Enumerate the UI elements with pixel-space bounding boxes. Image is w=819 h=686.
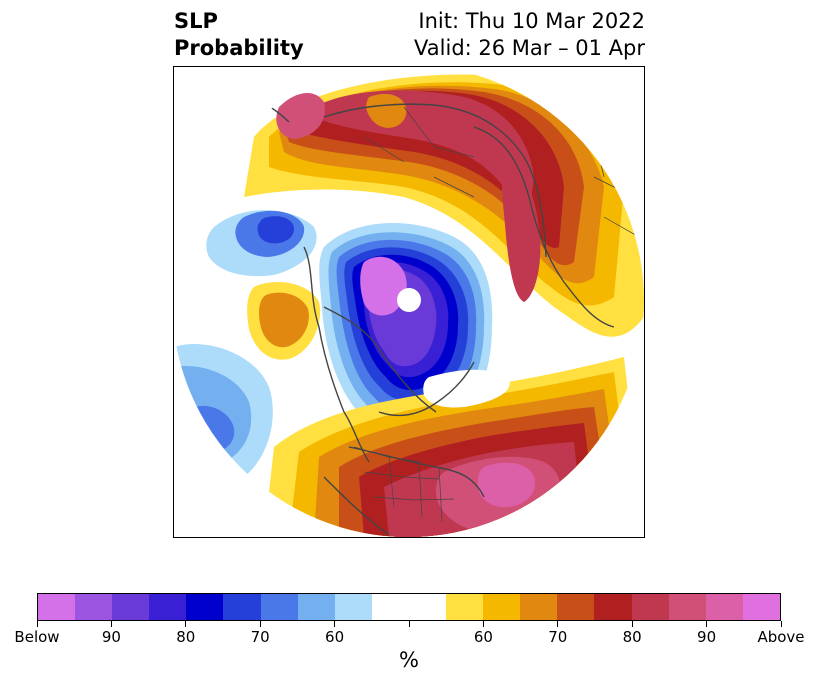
map-canvas	[174, 67, 644, 537]
colorbar-swatch	[483, 594, 521, 620]
colorbar-tick	[482, 621, 484, 627]
colorbar-tick	[36, 621, 38, 627]
colorbar-tick-label: Below	[14, 628, 60, 646]
colorbar	[37, 593, 781, 621]
colorbar-tick-label: 60	[473, 628, 493, 646]
colorbar-swatch	[260, 594, 298, 620]
colorbar-swatch	[742, 594, 780, 620]
colorbar-swatch	[334, 594, 372, 620]
title-metric: Probability	[174, 36, 304, 60]
colorbar-tick	[408, 621, 410, 627]
colorbar-tick-label: 70	[250, 628, 270, 646]
date-block: Init: Thu 10 Mar 2022 Valid: 26 Mar – 01…	[414, 8, 645, 62]
colorbar-tick	[185, 621, 187, 627]
colorbar-tick	[557, 621, 559, 627]
probability-field	[174, 67, 644, 537]
colorbar-tick	[780, 621, 782, 627]
colorbar-swatch	[223, 594, 261, 620]
colorbar-tick	[334, 621, 336, 627]
colorbar-tick	[259, 621, 261, 627]
probability-map	[173, 66, 645, 538]
colorbar-tick-label: 80	[622, 628, 642, 646]
colorbar-tick-label: Above	[757, 628, 805, 646]
colorbar-swatch	[520, 594, 558, 620]
title-variable: SLP	[174, 9, 218, 33]
colorbar-swatch	[594, 594, 632, 620]
colorbar-swatch	[186, 594, 224, 620]
colorbar-swatch	[75, 594, 113, 620]
colorbar-tick-label: 60	[325, 628, 345, 646]
colorbar-tick	[706, 621, 708, 627]
colorbar-swatch	[557, 594, 595, 620]
colorbar-swatch	[297, 594, 335, 620]
colorbar-swatch	[371, 594, 409, 620]
colorbar-unit: %	[399, 648, 419, 672]
colorbar-swatch	[149, 594, 187, 620]
colorbar-tick-label: 90	[697, 628, 717, 646]
colorbar-swatch	[705, 594, 743, 620]
title-block: SLP Probability	[174, 8, 304, 62]
colorbar-swatch	[408, 594, 447, 620]
colorbar-tick-label: 90	[101, 628, 121, 646]
colorbar-swatch	[38, 594, 76, 620]
colorbar-tick	[110, 621, 112, 627]
colorbar-swatch	[112, 594, 150, 620]
colorbar-tick	[631, 621, 633, 627]
colorbar-tick-label: 80	[176, 628, 196, 646]
colorbar-tick-label: 70	[548, 628, 568, 646]
colorbar-swatch	[446, 594, 484, 620]
colorbar-swatch	[631, 594, 669, 620]
valid-range: Valid: 26 Mar – 01 Apr	[414, 36, 645, 60]
colorbar-swatch	[668, 594, 706, 620]
init-date: Init: Thu 10 Mar 2022	[418, 9, 645, 33]
